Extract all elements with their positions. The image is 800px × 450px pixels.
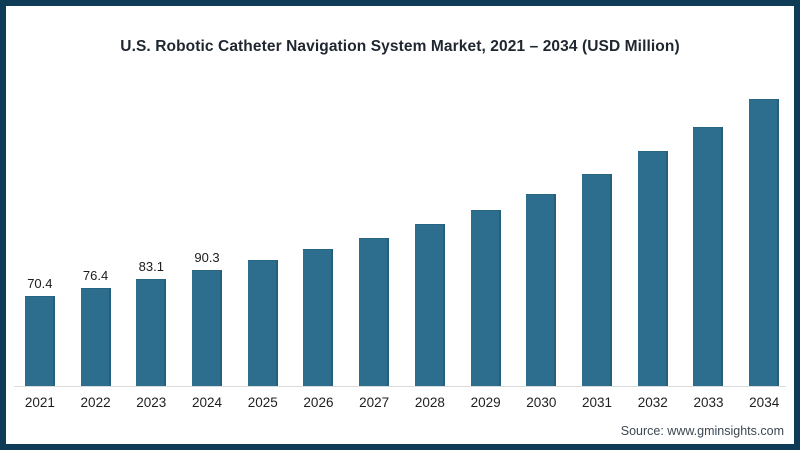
bar-group-2030 <box>513 62 569 386</box>
x-axis-label-2026: 2026 <box>303 395 334 410</box>
x-axis-label-2029: 2029 <box>470 395 501 410</box>
bar-2030 <box>526 194 557 386</box>
bar-value-label: 83.1 <box>138 259 164 274</box>
x-axis-label-2032: 2032 <box>637 395 668 410</box>
x-axis-label-2028: 2028 <box>414 395 445 410</box>
x-axis-label-2034: 2034 <box>749 395 780 410</box>
x-axis-label-2024: 2024 <box>191 395 223 410</box>
bar-2032 <box>637 151 668 386</box>
bar-group-2021: 70.4 <box>12 62 68 386</box>
bar-group-2026 <box>291 62 347 386</box>
bar-2023 <box>136 279 167 386</box>
bar-group-2034 <box>736 62 792 386</box>
bar-group-2027 <box>346 62 402 386</box>
bar-group-2028 <box>402 62 458 386</box>
bar-2027 <box>359 238 390 386</box>
bar-group-2022: 76.4 <box>68 62 124 386</box>
bar-2026 <box>303 249 334 386</box>
x-axis-label-2022: 2022 <box>80 395 111 410</box>
bar-group-2031 <box>569 62 625 386</box>
bar-group-2029 <box>458 62 514 386</box>
bar-group-2023: 83.1 <box>123 62 179 386</box>
x-axis-label-2033: 2033 <box>693 395 724 410</box>
chart-title: U.S. Robotic Catheter Navigation System … <box>120 38 680 55</box>
bar-group-2024: 90.3 <box>179 62 235 386</box>
bar-2033 <box>693 127 724 386</box>
bar-value-label: 90.3 <box>194 250 220 265</box>
bar-2022 <box>80 288 111 386</box>
bar-2028 <box>414 224 445 386</box>
bar-value-label: 70.4 <box>27 276 53 291</box>
bar-group-2032 <box>625 62 681 386</box>
x-axis-label-2027: 2027 <box>359 395 390 410</box>
bar-group-2033 <box>681 62 737 386</box>
bar-2021 <box>24 296 55 386</box>
bar-2025 <box>247 260 278 386</box>
x-axis-label-2023: 2023 <box>136 395 167 410</box>
bar-2024 <box>192 270 223 386</box>
bar-plot-area: 70.4 76.4 83.1 90.3 <box>12 62 792 386</box>
x-axis-label-2030: 2030 <box>526 395 557 410</box>
x-axis-label-2021: 2021 <box>24 395 55 410</box>
x-axis-label-2025: 2025 <box>247 395 278 410</box>
x-axis-labels: 2021 2022 2023 2024 2025 2026 2027 2028 2029 2030… <box>12 395 792 410</box>
bar-value-label: 76.4 <box>82 268 109 283</box>
source-credit: Source: www.gminsights.com <box>620 424 784 438</box>
bar-2034 <box>749 99 780 386</box>
x-axis-line <box>14 386 786 387</box>
bar-2031 <box>582 174 613 386</box>
x-axis-label-2031: 2031 <box>582 395 613 410</box>
bar-2029 <box>470 210 501 386</box>
bar-group-2025 <box>235 62 291 386</box>
